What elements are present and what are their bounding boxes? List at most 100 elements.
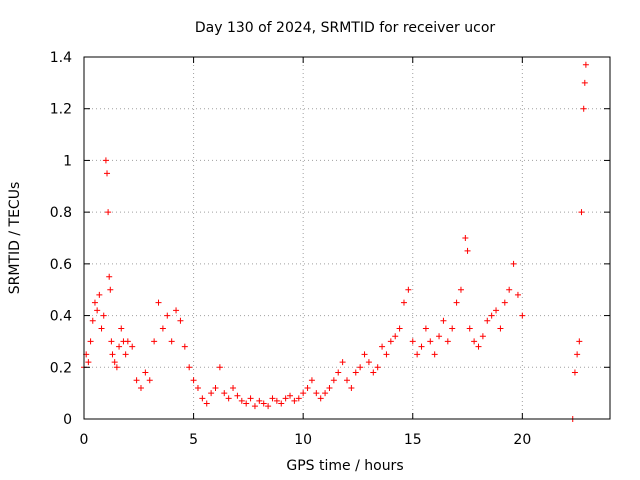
- data-point: [464, 247, 471, 254]
- data-point: [168, 338, 175, 345]
- x-tick-label: 10: [294, 432, 312, 448]
- data-point: [94, 307, 101, 314]
- data-point: [238, 397, 245, 404]
- y-tick-label: 0: [63, 412, 72, 428]
- data-point: [400, 299, 407, 306]
- data-point: [466, 325, 473, 332]
- data-point: [159, 325, 166, 332]
- data-point: [330, 377, 337, 384]
- data-point: [317, 395, 324, 402]
- data-point: [436, 333, 443, 340]
- data-point: [475, 343, 482, 350]
- data-point: [273, 397, 280, 404]
- data-point: [457, 286, 464, 293]
- data-point: [221, 390, 228, 397]
- data-point: [113, 364, 120, 371]
- data-point: [300, 390, 307, 397]
- data-point: [194, 384, 201, 391]
- x-tick-label: 20: [513, 432, 531, 448]
- data-point: [146, 377, 153, 384]
- y-tick-label: 0.4: [50, 309, 72, 325]
- x-tick-labels: 0 5 10 15 20: [80, 432, 532, 448]
- data-point: [571, 369, 578, 376]
- data-point: [208, 390, 215, 397]
- data-point: [418, 343, 425, 350]
- y-tick-label: 0.6: [50, 257, 72, 273]
- data-point: [422, 325, 429, 332]
- data-point: [177, 317, 184, 324]
- data-point: [91, 299, 98, 306]
- data-point: [137, 384, 144, 391]
- data-point: [576, 338, 583, 345]
- data-point: [243, 400, 250, 407]
- axis-ticks: [83, 56, 610, 420]
- data-point: [578, 209, 585, 216]
- data-point: [282, 395, 289, 402]
- data-point: [85, 359, 92, 366]
- data-point: [471, 338, 478, 345]
- data-point: [344, 377, 350, 384]
- data-point: [370, 369, 377, 376]
- data-point: [98, 325, 105, 332]
- data-point: [462, 235, 469, 241]
- data-point: [335, 369, 342, 376]
- data-point: [326, 384, 333, 391]
- data-point: [151, 338, 158, 345]
- data-point: [251, 403, 258, 410]
- data-point: [357, 364, 364, 371]
- data-point: [87, 338, 94, 345]
- data-point: [155, 299, 162, 306]
- data-point: [497, 325, 504, 332]
- data-point: [118, 325, 125, 332]
- data-point: [106, 273, 113, 280]
- data-point: [186, 364, 193, 371]
- data-point: [339, 359, 346, 366]
- data-point: [124, 338, 131, 345]
- data-point: [212, 384, 219, 391]
- data-point: [142, 369, 149, 376]
- data-point: [216, 364, 223, 371]
- data-point: [96, 291, 103, 298]
- data-point: [102, 157, 109, 164]
- data-point: [348, 384, 355, 391]
- data-point: [479, 333, 486, 340]
- data-point: [105, 209, 112, 216]
- data-point: [449, 325, 456, 332]
- data-point: [269, 395, 276, 402]
- data-point: [122, 351, 129, 358]
- data-point: [387, 338, 394, 345]
- data-point: [484, 317, 491, 324]
- data-point: [203, 400, 210, 407]
- data-point: [392, 333, 399, 340]
- data-point: [374, 364, 381, 371]
- data-point: [256, 397, 263, 404]
- data-point: [519, 312, 526, 319]
- data-points: [81, 61, 589, 422]
- data-point: [510, 260, 517, 267]
- x-axis-label: GPS time / hours: [286, 458, 403, 474]
- x-tick-label: 0: [80, 432, 89, 448]
- data-point: [506, 286, 513, 293]
- data-point: [352, 369, 359, 376]
- data-point: [304, 384, 311, 391]
- data-point: [405, 286, 412, 293]
- x-tick-label: 5: [189, 432, 198, 448]
- x-tick-label: 15: [404, 432, 422, 448]
- y-tick-label: 1.4: [50, 50, 72, 66]
- data-point: [322, 390, 329, 397]
- data-point: [89, 317, 96, 324]
- data-point: [164, 312, 171, 319]
- data-point: [265, 403, 272, 410]
- data-point: [427, 338, 434, 345]
- data-point: [100, 312, 107, 319]
- data-point: [574, 351, 581, 358]
- data-point: [247, 395, 254, 402]
- data-point: [173, 307, 180, 314]
- data-point: [190, 377, 197, 384]
- data-point: [414, 351, 421, 358]
- data-point: [234, 392, 241, 399]
- data-point: [129, 343, 136, 350]
- data-point: [108, 338, 115, 345]
- data-point: [313, 390, 320, 397]
